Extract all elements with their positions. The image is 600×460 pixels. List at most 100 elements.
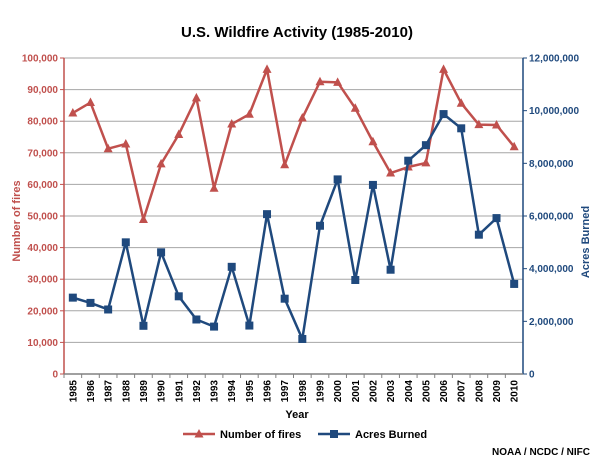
x-axis-label: Year — [285, 409, 309, 421]
x-tick-label: 2004 — [404, 380, 415, 403]
fires-point — [103, 143, 113, 153]
x-tick-label: 1998 — [298, 380, 309, 403]
x-tick-label: 1994 — [227, 380, 238, 403]
left-tick-label: 10,000 — [27, 338, 58, 349]
left-tick-label: 40,000 — [27, 243, 58, 254]
left-axis-ticks: 0 10,000 20,000 30,000 40,000 50,000 60,000 70,… — [22, 54, 64, 381]
fires-point — [121, 138, 131, 148]
left-tick-label: 70,000 — [27, 148, 58, 159]
x-tick-label: 1996 — [263, 380, 274, 403]
fires-point — [315, 76, 325, 86]
x-tick-label: 1999 — [315, 380, 326, 403]
acres-point — [492, 214, 501, 223]
x-tick-label: 2001 — [351, 380, 362, 403]
left-tick-label: 20,000 — [27, 306, 58, 317]
x-tick-label: 1987 — [104, 380, 115, 403]
x-axis-ticks: 1985 1986 1987 1988 1989 1990 1991 1992 1993 1994… — [63, 374, 521, 403]
fires-point — [227, 119, 237, 128]
x-tick-label: 2008 — [474, 380, 485, 403]
series-acres-burned — [68, 110, 519, 343]
right-tick-label: 12,000,000 — [529, 54, 579, 65]
x-tick-label: 1989 — [139, 380, 150, 403]
x-tick-label: 2002 — [368, 380, 379, 403]
x-tick-label: 1985 — [68, 380, 79, 403]
x-tick-label: 1988 — [121, 380, 132, 403]
legend-acres-label: Acres Burned — [355, 429, 427, 441]
series-number-of-fires — [68, 64, 519, 223]
right-tick-label: 4,000,000 — [529, 264, 574, 275]
acres-point — [157, 248, 166, 257]
left-axis-label: Number of fires — [11, 180, 23, 261]
fires-point — [138, 214, 148, 223]
right-axis-ticks: 0 2,000,000 4,000,000 6,000,000 8,000,000 10,… — [523, 54, 579, 381]
fires-point — [368, 136, 378, 146]
acres-point — [368, 180, 377, 189]
acres-point — [104, 305, 113, 314]
right-tick-label: 0 — [529, 370, 535, 381]
acres-point — [86, 298, 95, 307]
fires-point — [350, 103, 360, 112]
x-tick-label: 2007 — [457, 380, 468, 403]
fires-point — [280, 159, 290, 169]
x-tick-label: 2000 — [333, 380, 344, 403]
acres-point — [227, 262, 236, 271]
fires-point — [333, 77, 343, 86]
left-tick-label: 80,000 — [27, 117, 58, 128]
fires-point — [456, 98, 466, 107]
acres-point — [386, 265, 395, 274]
legend-acres-marker — [330, 430, 338, 438]
acres-point — [192, 315, 201, 324]
acres-point — [315, 221, 324, 230]
right-tick-label: 2,000,000 — [529, 317, 574, 328]
fires-point — [421, 157, 431, 167]
fires-point — [85, 97, 95, 107]
fires-point — [209, 183, 219, 192]
acres-point — [404, 156, 413, 165]
fires-point — [509, 141, 519, 151]
left-tick-label: 100,000 — [22, 54, 59, 65]
chart-title: U.S. Wildfire Activity (1985-2010) — [181, 24, 413, 41]
x-tick-label: 2010 — [510, 380, 521, 403]
acres-point — [298, 334, 307, 343]
x-tick-label: 2009 — [492, 380, 503, 403]
legend-fires-marker — [194, 429, 204, 438]
x-tick-label: 2003 — [386, 380, 397, 403]
acres-point — [139, 321, 148, 330]
left-tick-label: 30,000 — [27, 275, 58, 286]
fires-point — [68, 107, 78, 117]
right-axis-label: Acres Burned — [580, 206, 592, 278]
legend-fires-label: Number of fires — [220, 429, 301, 441]
acres-point — [510, 279, 519, 288]
x-tick-label: 2005 — [421, 380, 432, 403]
x-tick-label: 1986 — [86, 380, 97, 403]
acres-point — [439, 110, 448, 119]
x-tick-label: 1997 — [280, 380, 291, 403]
acres-point — [263, 210, 272, 219]
acres-point — [474, 230, 483, 239]
x-tick-label: 1993 — [210, 380, 221, 403]
series-layer — [68, 64, 519, 343]
source-note: NOAA / NCDC / NIFC — [492, 447, 590, 458]
fires-point — [262, 64, 272, 73]
fires-point — [492, 119, 502, 129]
right-tick-label: 10,000,000 — [529, 106, 579, 117]
fires-line — [72, 68, 516, 221]
left-tick-label: 60,000 — [27, 180, 58, 191]
acres-point — [121, 238, 130, 247]
fires-point — [244, 109, 254, 118]
left-tick-label: 90,000 — [27, 85, 58, 96]
acres-point — [174, 292, 183, 301]
right-tick-label: 8,000,000 — [529, 159, 574, 170]
fires-point — [191, 92, 201, 102]
gridlines — [64, 57, 523, 375]
acres-point — [457, 124, 466, 133]
x-tick-label: 1990 — [157, 380, 168, 403]
acres-point — [280, 294, 289, 303]
acres-point — [421, 141, 430, 150]
fires-point — [474, 119, 484, 129]
left-tick-label: 0 — [52, 370, 58, 381]
x-tick-label: 2006 — [439, 380, 450, 403]
fires-point — [156, 158, 166, 168]
acres-line — [72, 112, 516, 341]
